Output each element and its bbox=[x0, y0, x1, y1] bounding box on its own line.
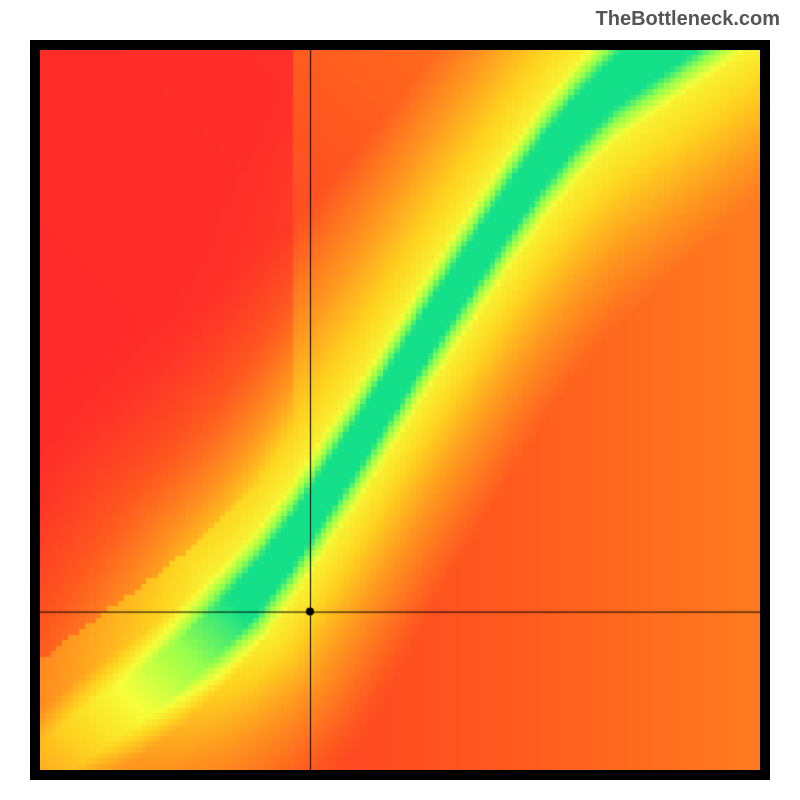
watermark-text: TheBottleneck.com bbox=[596, 8, 780, 31]
plot-frame bbox=[30, 40, 770, 780]
heatmap-canvas bbox=[40, 50, 760, 770]
chart-container: TheBottleneck.com bbox=[0, 0, 800, 800]
